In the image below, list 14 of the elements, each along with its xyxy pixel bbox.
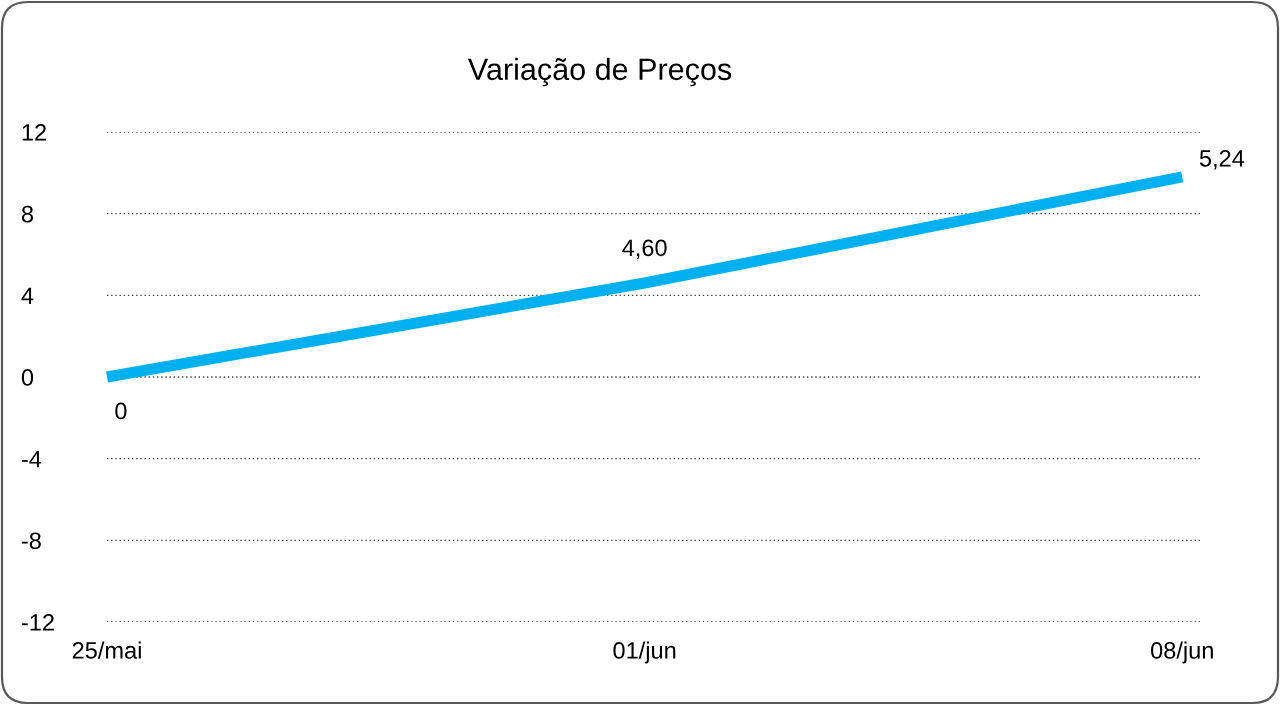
x-tick-label: 25/mai xyxy=(72,641,141,659)
y-tick-label: 4 xyxy=(21,287,34,304)
y-tick-label: 12 xyxy=(22,124,46,141)
data-label: 4,60 xyxy=(622,239,667,259)
y-tick-label: 8 xyxy=(21,205,33,223)
chart-title: Variação de Preços xyxy=(467,57,732,87)
x-tick-label: 08/jun xyxy=(1151,641,1213,664)
y-tick-label: -4 xyxy=(21,450,42,468)
y-tick-label: 0 xyxy=(21,369,34,386)
y-tick-label: -12 xyxy=(21,614,54,631)
y-tick-label: -8 xyxy=(21,532,41,550)
x-tick-label: 01/jun xyxy=(613,641,676,664)
data-label: 0 xyxy=(115,402,127,420)
annotation: 5,24 xyxy=(1199,149,1245,170)
